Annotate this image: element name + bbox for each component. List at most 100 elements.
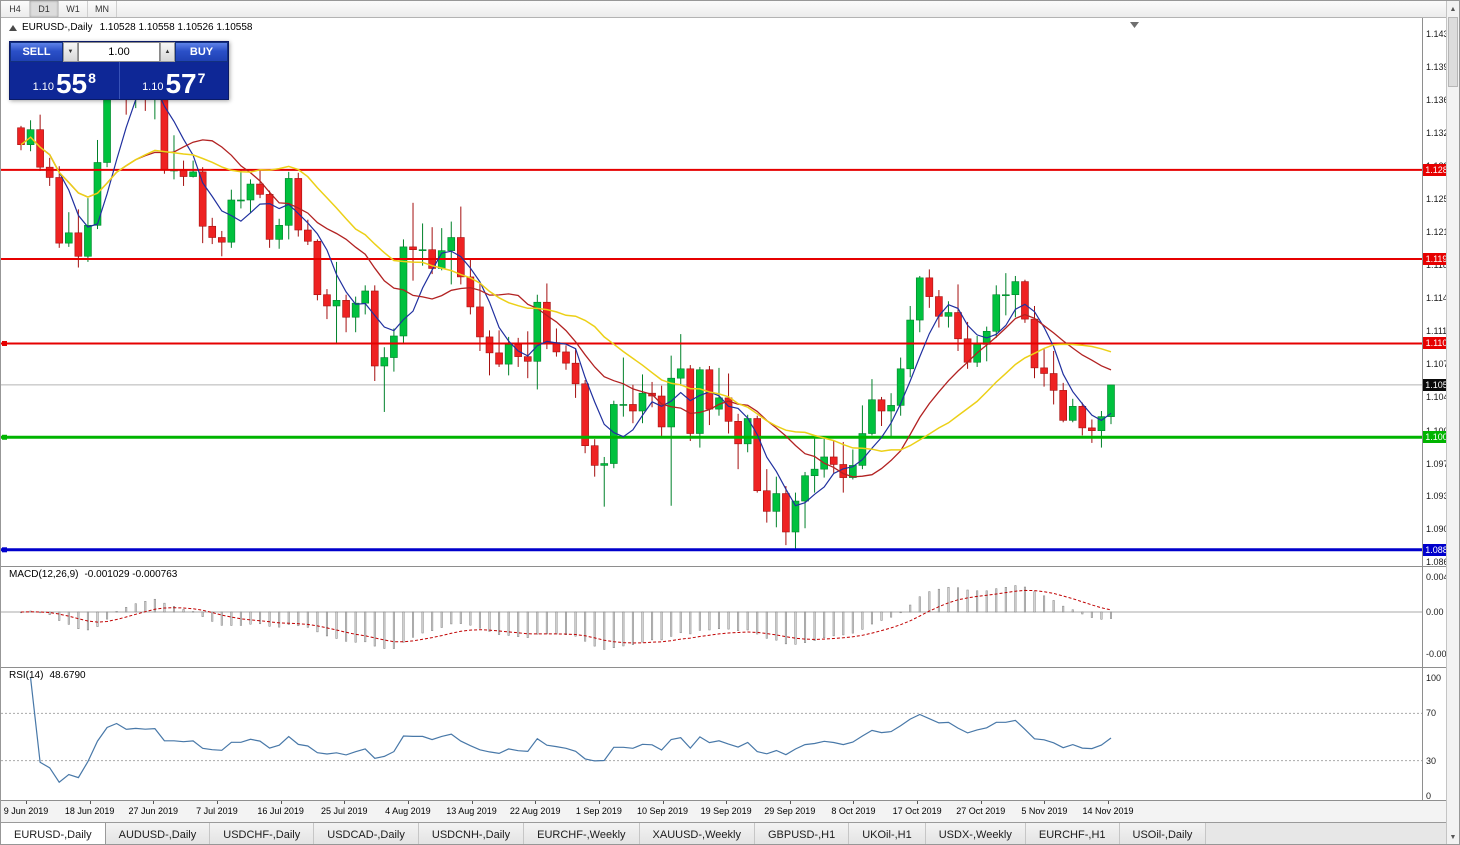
macd-histogram-bar	[39, 611, 42, 614]
timeframe-button-d1[interactable]: D1	[30, 1, 59, 17]
date-tick	[344, 801, 346, 804]
macd-values: -0.001029 -0.000763	[84, 569, 178, 580]
buy-price-prefix: 1.10	[142, 81, 164, 93]
macd-histogram-bar	[134, 603, 137, 613]
chart-tab-bar: EURUSD-,Daily AUDUSD-,Daily USDCHF-,Daily U…	[1, 822, 1448, 844]
macd-histogram-bar	[268, 611, 271, 627]
candle-body	[409, 246, 417, 251]
candle-body	[753, 418, 762, 492]
macd-histogram-bar	[727, 611, 730, 630]
macd-histogram-bar	[230, 611, 233, 626]
candle-body	[954, 312, 962, 340]
candle-body	[944, 312, 953, 317]
macd-histogram-bar	[249, 611, 252, 625]
chart-tab-usdchf-daily[interactable]: USDCHF-,Daily	[210, 823, 315, 844]
candle-body	[1068, 406, 1077, 421]
candle-body	[1059, 390, 1067, 421]
chart-tab-gbpusd-h1[interactable]: GBPUSD-,H1	[754, 823, 850, 844]
scroll-up-button[interactable]: ▲	[1447, 3, 1459, 16]
candle-body	[342, 300, 350, 318]
macd-histogram-bar	[851, 611, 854, 634]
macd-histogram-bar	[679, 611, 682, 634]
candle-body	[782, 493, 790, 533]
caret-up-icon: ▲	[164, 49, 171, 55]
candle-body	[466, 276, 475, 308]
timeframe-button-mn[interactable]: MN	[88, 1, 117, 17]
macd-histogram-bar	[1081, 611, 1084, 615]
candle-body	[504, 344, 513, 365]
macd-histogram-bar	[354, 611, 357, 643]
chart-tab-eurchf-h1[interactable]: EURCHF-,H1	[1025, 823, 1120, 844]
chart-tab-xauusd-weekly[interactable]: XAUUSD-,Weekly	[639, 823, 755, 844]
candle-body	[705, 369, 714, 410]
date-label: 27 Jun 2019	[128, 806, 179, 816]
sell-price-pips: 55	[55, 68, 88, 99]
date-tick	[598, 801, 600, 804]
macd-histogram-bar	[794, 611, 797, 645]
chart-tab-usdx-weekly[interactable]: USDX-,Weekly	[925, 823, 1026, 844]
macd-histogram-bar	[259, 611, 262, 625]
date-label: 29 Sep 2019	[764, 806, 816, 816]
date-tick	[726, 801, 728, 804]
macd-histogram-bar	[584, 611, 587, 642]
macd-histogram-bar	[1062, 605, 1065, 613]
macd-histogram-bar	[48, 611, 51, 615]
timeframe-button-w1[interactable]: W1	[59, 1, 88, 17]
volume-decrease-button[interactable]: ▼	[63, 42, 78, 62]
chart-tab-ukoil-h1[interactable]: UKOil-,H1	[849, 823, 926, 844]
vertical-scrollbar[interactable]: ▲ ▼	[1446, 1, 1459, 844]
volume-input[interactable]	[78, 42, 160, 62]
chart-tab-audusd-daily[interactable]: AUDUSD-,Daily	[105, 823, 211, 844]
candle-body	[380, 357, 389, 367]
chart-shift-icon[interactable]	[1130, 22, 1139, 28]
scrollbar-thumb[interactable]	[1448, 17, 1458, 87]
candle-body	[992, 294, 1001, 332]
macd-title: MACD(12,26,9)	[9, 569, 79, 580]
collapse-panel-icon[interactable]	[9, 24, 17, 31]
date-tick	[662, 801, 664, 804]
date-label: 10 Sep 2019	[636, 806, 689, 816]
candle-body	[629, 404, 637, 412]
macd-histogram-bar	[1033, 591, 1036, 613]
chart-tab-usdcad-daily[interactable]: USDCAD-,Daily	[314, 823, 419, 844]
macd-histogram-bar	[832, 611, 835, 637]
scroll-down-button[interactable]: ▼	[1447, 831, 1459, 844]
candle-body	[198, 171, 207, 227]
candle-body	[571, 362, 580, 385]
macd-histogram-bar	[937, 588, 940, 613]
date-label: 25 Jul 2019	[320, 806, 368, 816]
chart-tab-eurusd-daily[interactable]: EURUSD-,Daily	[1, 823, 106, 844]
macd-histogram-bar	[1090, 611, 1093, 618]
candle-body	[868, 399, 876, 434]
sell-button[interactable]: SELL	[10, 42, 63, 62]
macd-histogram-bar	[201, 611, 204, 617]
candle-body	[963, 338, 972, 363]
macd-histogram-bar	[870, 611, 873, 625]
line-anchor-marker[interactable]	[2, 434, 7, 440]
candle-body	[495, 352, 503, 365]
macd-axis-label: -0.00520	[1426, 649, 1460, 659]
line-anchor-marker[interactable]	[2, 340, 7, 346]
buy-price-fraction: 7	[197, 70, 206, 86]
macd-histogram-bar	[698, 611, 701, 631]
chart-ohlc-values: 1.10528 1.10558 1.10526 1.10558	[99, 22, 253, 33]
candle-body	[390, 335, 398, 358]
candle-body	[447, 237, 456, 251]
chart-tab-usoil-daily[interactable]: USOil-,Daily	[1119, 823, 1207, 844]
volume-increase-button[interactable]: ▲	[160, 42, 175, 62]
chart-tab-usdcnh-daily[interactable]: USDCNH-,Daily	[418, 823, 525, 844]
line-anchor-marker[interactable]	[2, 547, 7, 553]
chart-tab-eurchf-weekly[interactable]: EURCHF-,Weekly	[524, 823, 640, 844]
macd-histogram-bar	[172, 606, 175, 613]
buy-price-display[interactable]: 1.10 57 7	[118, 62, 229, 99]
macd-signal-line	[20, 589, 1112, 644]
macd-histogram-bar	[297, 611, 300, 627]
buy-button[interactable]: BUY	[175, 42, 228, 62]
candle-body	[370, 290, 379, 367]
macd-histogram-bar	[899, 611, 902, 614]
timeframe-button-h4[interactable]: H4	[1, 1, 30, 17]
sell-price-display[interactable]: 1.10 55 8	[10, 62, 119, 99]
macd-histogram-bar	[287, 611, 290, 625]
date-label: 4 Aug 2019	[385, 806, 431, 816]
candle-body	[887, 405, 895, 412]
